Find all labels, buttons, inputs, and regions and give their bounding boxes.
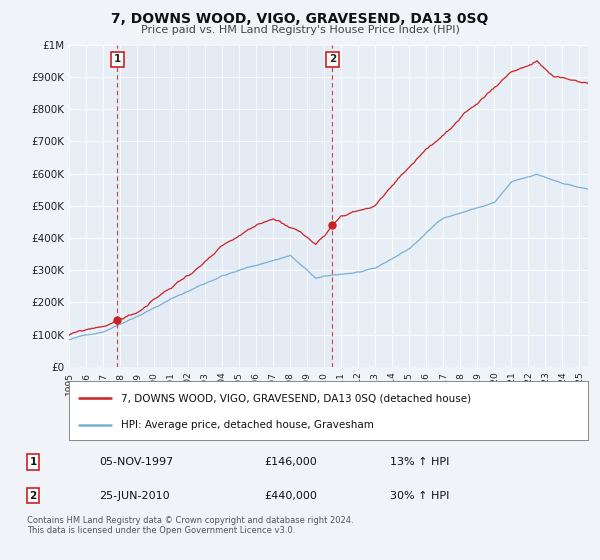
Text: Contains HM Land Registry data © Crown copyright and database right 2024.: Contains HM Land Registry data © Crown c… — [27, 516, 353, 525]
Text: 2: 2 — [29, 491, 37, 501]
Text: 30% ↑ HPI: 30% ↑ HPI — [390, 491, 449, 501]
Text: 1: 1 — [29, 457, 37, 467]
Text: 2: 2 — [329, 54, 336, 64]
Text: 25-JUN-2010: 25-JUN-2010 — [99, 491, 170, 501]
Text: Price paid vs. HM Land Registry's House Price Index (HPI): Price paid vs. HM Land Registry's House … — [140, 25, 460, 35]
Text: HPI: Average price, detached house, Gravesham: HPI: Average price, detached house, Grav… — [121, 420, 374, 430]
Text: This data is licensed under the Open Government Licence v3.0.: This data is licensed under the Open Gov… — [27, 526, 295, 535]
Text: 1: 1 — [114, 54, 121, 64]
Text: 7, DOWNS WOOD, VIGO, GRAVESEND, DA13 0SQ (detached house): 7, DOWNS WOOD, VIGO, GRAVESEND, DA13 0SQ… — [121, 394, 471, 403]
Text: 05-NOV-1997: 05-NOV-1997 — [99, 457, 173, 467]
Bar — [118, 45, 332, 367]
Text: 13% ↑ HPI: 13% ↑ HPI — [390, 457, 449, 467]
Text: £146,000: £146,000 — [264, 457, 317, 467]
Text: £440,000: £440,000 — [264, 491, 317, 501]
Text: 7, DOWNS WOOD, VIGO, GRAVESEND, DA13 0SQ: 7, DOWNS WOOD, VIGO, GRAVESEND, DA13 0SQ — [112, 12, 488, 26]
